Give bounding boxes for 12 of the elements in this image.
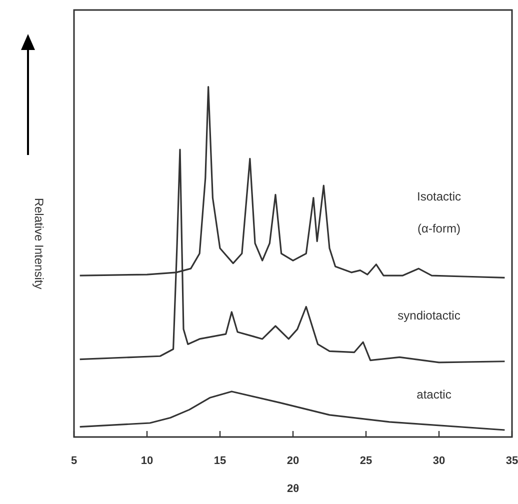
- x-tick-label: 20: [286, 455, 300, 467]
- y-axis-title: Relative Intensity: [32, 198, 46, 290]
- x-tick-label: 35: [506, 455, 518, 467]
- x-tick-label: 30: [432, 455, 446, 467]
- text: Isotactic (α-form): [416, 190, 462, 236]
- x-tick-label: 5: [70, 455, 78, 467]
- x-axis-title: 2θ: [286, 483, 300, 495]
- x-tick-label: 10: [140, 455, 154, 467]
- text: syndiotactic: [398, 308, 460, 322]
- x-tick-label: 15: [214, 455, 226, 467]
- series-label: atactic: [416, 387, 452, 402]
- x-tick-label: 25: [360, 455, 372, 467]
